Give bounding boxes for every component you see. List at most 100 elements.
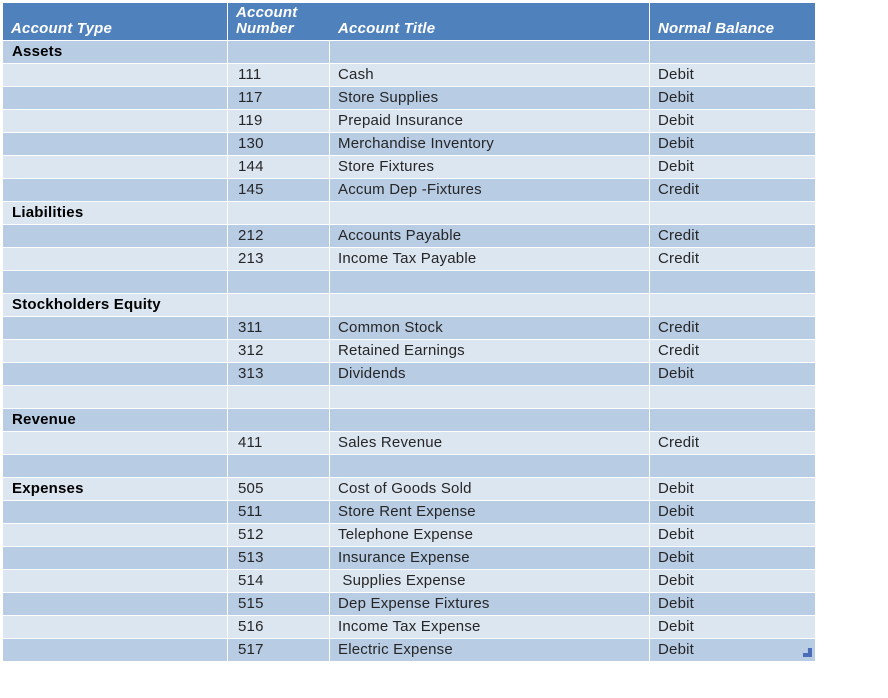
account-title-cell[interactable] — [330, 271, 649, 293]
account-number-cell[interactable] — [228, 202, 329, 224]
account-title-cell[interactable] — [330, 386, 649, 408]
account-type-cell[interactable] — [3, 547, 227, 569]
normal-balance-cell[interactable]: Credit — [650, 179, 815, 201]
account-type-cell[interactable] — [3, 248, 227, 270]
account-title-cell[interactable]: Store Rent Expense — [330, 501, 649, 523]
normal-balance-cell[interactable] — [650, 202, 815, 224]
account-number-cell[interactable] — [228, 294, 329, 316]
normal-balance-cell[interactable] — [650, 271, 815, 293]
normal-balance-cell[interactable] — [650, 386, 815, 408]
normal-balance-cell[interactable]: Debit — [650, 593, 815, 615]
normal-balance-cell[interactable]: Debit — [650, 547, 815, 569]
account-title-cell[interactable] — [330, 202, 649, 224]
account-number-cell[interactable]: 212 — [228, 225, 329, 247]
account-number-cell[interactable] — [228, 455, 329, 477]
account-title-cell[interactable] — [330, 41, 649, 63]
account-type-cell[interactable] — [3, 593, 227, 615]
account-title-cell[interactable]: Income Tax Payable — [330, 248, 649, 270]
account-type-cell[interactable] — [3, 156, 227, 178]
account-number-cell[interactable]: 517 — [228, 639, 329, 661]
account-number-cell[interactable] — [228, 41, 329, 63]
normal-balance-cell[interactable]: Credit — [650, 317, 815, 339]
normal-balance-cell[interactable] — [650, 455, 815, 477]
account-number-cell[interactable]: 505 — [228, 478, 329, 500]
account-number-cell[interactable]: 311 — [228, 317, 329, 339]
account-type-cell[interactable] — [3, 616, 227, 638]
account-title-cell[interactable]: Dividends — [330, 363, 649, 385]
normal-balance-cell[interactable]: Debit — [650, 524, 815, 546]
account-title-cell[interactable]: Sales Revenue — [330, 432, 649, 454]
normal-balance-cell[interactable]: Credit — [650, 340, 815, 362]
account-number-cell[interactable]: 144 — [228, 156, 329, 178]
column-header-type[interactable]: Account Type — [3, 3, 227, 40]
account-number-cell[interactable]: 512 — [228, 524, 329, 546]
account-title-cell[interactable] — [330, 409, 649, 431]
account-title-cell[interactable]: Common Stock — [330, 317, 649, 339]
account-title-cell[interactable]: Electric Expense — [330, 639, 649, 661]
column-header-title[interactable]: Account Title — [330, 3, 649, 40]
account-number-cell[interactable]: 117 — [228, 87, 329, 109]
account-type-cell[interactable] — [3, 639, 227, 661]
account-type-cell[interactable] — [3, 570, 227, 592]
account-number-cell[interactable] — [228, 409, 329, 431]
account-title-cell[interactable]: Accum Dep -Fixtures — [330, 179, 649, 201]
account-title-cell[interactable]: Prepaid Insurance — [330, 110, 649, 132]
account-title-cell[interactable]: Store Fixtures — [330, 156, 649, 178]
account-type-cell[interactable] — [3, 87, 227, 109]
account-number-cell[interactable]: 145 — [228, 179, 329, 201]
account-title-cell[interactable]: Cash — [330, 64, 649, 86]
account-number-cell[interactable] — [228, 386, 329, 408]
account-title-cell[interactable] — [330, 294, 649, 316]
normal-balance-cell[interactable] — [650, 294, 815, 316]
normal-balance-cell[interactable]: Credit — [650, 225, 815, 247]
account-title-cell[interactable]: Merchandise Inventory — [330, 133, 649, 155]
normal-balance-cell[interactable]: Debit — [650, 363, 815, 385]
account-type-cell[interactable] — [3, 386, 227, 408]
account-type-cell[interactable] — [3, 225, 227, 247]
column-header-number[interactable]: Account Number — [228, 3, 330, 40]
normal-balance-cell[interactable]: Debit — [650, 501, 815, 523]
account-type-cell[interactable] — [3, 133, 227, 155]
normal-balance-cell[interactable]: Debit — [650, 110, 815, 132]
normal-balance-cell[interactable]: Debit — [650, 64, 815, 86]
normal-balance-cell[interactable]: Debit — [650, 156, 815, 178]
normal-balance-cell[interactable]: Credit — [650, 432, 815, 454]
account-type-cell[interactable] — [3, 179, 227, 201]
account-number-cell[interactable]: 313 — [228, 363, 329, 385]
account-number-cell[interactable]: 119 — [228, 110, 329, 132]
account-title-cell[interactable]: Dep Expense Fixtures — [330, 593, 649, 615]
account-type-cell[interactable]: Stockholders Equity — [3, 294, 227, 316]
account-title-cell[interactable]: Accounts Payable — [330, 225, 649, 247]
normal-balance-cell[interactable]: Debit — [650, 570, 815, 592]
account-number-cell[interactable]: 514 — [228, 570, 329, 592]
normal-balance-cell[interactable]: Debit — [650, 87, 815, 109]
account-type-cell[interactable] — [3, 524, 227, 546]
account-type-cell[interactable] — [3, 501, 227, 523]
account-type-cell[interactable] — [3, 271, 227, 293]
normal-balance-cell[interactable]: Debit — [650, 133, 815, 155]
account-number-cell[interactable]: 130 — [228, 133, 329, 155]
normal-balance-cell[interactable]: Debit — [650, 478, 815, 500]
normal-balance-cell[interactable]: Debit — [650, 639, 815, 661]
account-title-cell[interactable]: Telephone Expense — [330, 524, 649, 546]
account-type-cell[interactable] — [3, 110, 227, 132]
account-number-cell[interactable]: 312 — [228, 340, 329, 362]
account-type-cell[interactable]: Assets — [3, 41, 227, 63]
account-title-cell[interactable]: Retained Earnings — [330, 340, 649, 362]
normal-balance-cell[interactable]: Debit — [650, 616, 815, 638]
account-type-cell[interactable]: Revenue — [3, 409, 227, 431]
account-type-cell[interactable] — [3, 317, 227, 339]
account-number-cell[interactable]: 111 — [228, 64, 329, 86]
account-title-cell[interactable] — [330, 455, 649, 477]
account-number-cell[interactable]: 515 — [228, 593, 329, 615]
account-title-cell[interactable]: Insurance Expense — [330, 547, 649, 569]
account-title-cell[interactable]: Cost of Goods Sold — [330, 478, 649, 500]
normal-balance-cell[interactable]: Credit — [650, 248, 815, 270]
column-header-balance[interactable]: Normal Balance — [650, 3, 815, 40]
account-type-cell[interactable] — [3, 340, 227, 362]
account-type-cell[interactable]: Liabilities — [3, 202, 227, 224]
normal-balance-cell[interactable] — [650, 409, 815, 431]
account-type-cell[interactable] — [3, 455, 227, 477]
account-title-cell[interactable]: Supplies Expense — [330, 570, 649, 592]
account-type-cell[interactable] — [3, 432, 227, 454]
